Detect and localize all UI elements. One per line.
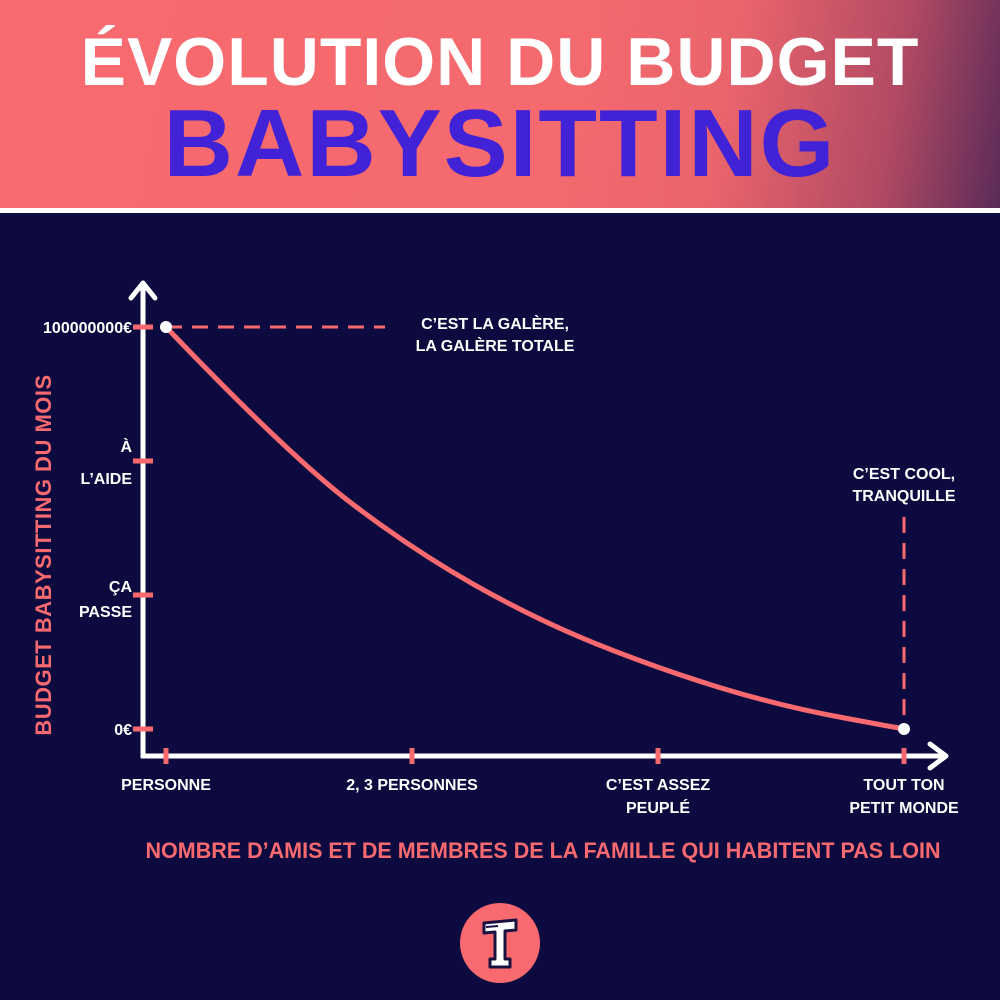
title-line-2: BABYSITTING [163, 90, 837, 197]
y-tick-label: À L’AIDE [80, 437, 132, 488]
x-tick-label-line: 2, 3 PERSONNES [346, 777, 478, 794]
curve-start-point [160, 321, 172, 333]
y-tick-label-line: ÇA [109, 579, 133, 596]
y-axis-title: BUDGET BABYSITTING DU MOIS [31, 374, 56, 735]
y-tick-label: 0€ [114, 722, 132, 739]
y-tick-label-line: L’AIDE [80, 471, 132, 488]
x-tick-label-line: TOUT TON [863, 777, 944, 794]
annotation-low-label-line: C’EST COOL, [853, 466, 955, 483]
curve-end-point [898, 723, 910, 735]
y-axis-arrow [128, 280, 158, 301]
budget-curve [163, 324, 907, 732]
x-axis-title: NOMBRE D’AMIS ET DE MEMBRES DE LA FAMILL… [146, 838, 941, 863]
y-tick-label-line: 0€ [114, 722, 132, 739]
x-tick-label: C’EST ASSEZ PEUPLÉ [606, 777, 711, 817]
title-banner: ÉVOLUTION DU BUDGET BABYSITTING [0, 0, 1000, 213]
x-tick-label-line: C’EST ASSEZ [606, 777, 711, 794]
x-tick-label-line: PEUPLÉ [626, 798, 690, 817]
x-tick-label: 2, 3 PERSONNES [346, 777, 478, 794]
y-tick-label: 100000000€ [43, 320, 132, 337]
annotation-low-label: C’EST COOL, TRANQUILLE [852, 466, 955, 505]
annotation-low-label-line: TRANQUILLE [852, 488, 955, 505]
x-axis-arrow [927, 741, 949, 771]
annotation-high-label: C’EST LA GALÈRE, LA GALÈRE TOTALE [416, 314, 575, 355]
y-tick-label: ÇA PASSE [79, 579, 133, 621]
y-tick-label-line: 100000000€ [43, 320, 132, 337]
brand-logo-icon [482, 918, 518, 969]
x-tick-label: PERSONNE [121, 777, 211, 794]
title-line-1: ÉVOLUTION DU BUDGET [80, 24, 920, 100]
x-tick-label-line: PERSONNE [121, 777, 211, 794]
y-tick-label-line: À [120, 437, 132, 456]
annotation-high-label-line: LA GALÈRE TOTALE [416, 336, 575, 355]
y-tick-label-line: PASSE [79, 604, 132, 621]
x-tick-label: TOUT TON PETIT MONDE [849, 777, 959, 817]
annotation-high-label-line: C’EST LA GALÈRE, [421, 314, 569, 333]
brand-logo [460, 903, 540, 983]
x-tick-label-line: PETIT MONDE [849, 800, 959, 817]
